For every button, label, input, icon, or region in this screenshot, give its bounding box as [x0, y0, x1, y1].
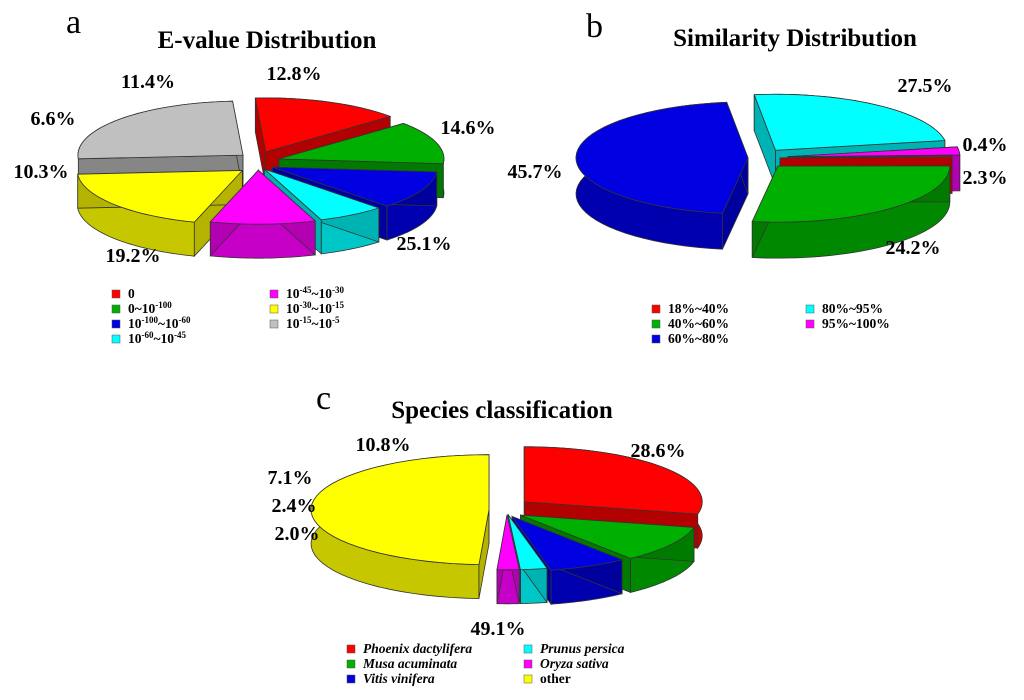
legend-label-a-5: 10-30~10-15: [286, 300, 345, 316]
legend-label-c-3: Prunus persica: [540, 641, 625, 656]
pct-label-c-2: 7.1%: [268, 467, 313, 489]
legend-label-a-6: 10-15~10-5: [286, 315, 340, 331]
pct-label-a-0: 14.6%: [441, 117, 496, 139]
legend-swatch-c-0: [346, 644, 356, 654]
pct-label-a-5: 19.2%: [106, 245, 161, 267]
legend-swatch-c-4: [523, 659, 533, 669]
legend-swatch-c-1: [346, 659, 356, 669]
pie-slice-b-2: [575, 101, 749, 250]
legend-label-a-0: 0: [128, 286, 135, 301]
legend-label-a-3: 10-60~10-45: [128, 330, 187, 346]
pct-label-a-3: 6.6%: [31, 108, 76, 130]
pct-label-b-1: 27.5%: [898, 75, 953, 97]
chart-title-c: Species classification: [391, 397, 613, 424]
legend-b: 18%~40%40%~60%60%~80% 80%~95%95%~100%: [651, 301, 890, 346]
legend-swatch-c-2: [346, 674, 356, 684]
pct-label-c-4: 2.0%: [275, 523, 320, 545]
labels-a: 14.6% 12.8% 11.4% 6.6% 10.3% 19.2% 25.1%: [14, 63, 496, 267]
pct-label-c-5: 49.1%: [471, 618, 526, 640]
legend-swatch-b-4: [805, 319, 815, 329]
pct-label-b-4: 2.3%: [963, 167, 1008, 189]
legend-label-a-2: 10-100~10-60: [128, 315, 191, 331]
legend-swatch-b-0: [651, 304, 661, 314]
labels-c: 28.6% 10.8% 7.1% 2.4% 2.0% 49.1%: [268, 434, 686, 640]
legend-swatch-b-3: [805, 304, 815, 314]
legend-label-c-5: other: [540, 671, 571, 686]
pct-label-c-0: 28.6%: [631, 440, 686, 462]
pct-label-b-0: 0.4%: [963, 134, 1008, 156]
legend-swatch-a-1: [111, 304, 121, 314]
chart-title-a: E-value Distribution: [158, 27, 377, 54]
labels-b: 0.4% 27.5% 45.7% 24.2% 2.3%: [508, 75, 1008, 259]
pie-slice-c-5: [310, 454, 490, 600]
legend-swatch-b-2: [651, 334, 661, 344]
legend-label-a-1: 0~10-100: [128, 300, 172, 316]
pct-label-c-1: 10.8%: [356, 434, 411, 456]
legend-label-b-0: 18%~40%: [668, 301, 729, 316]
pct-label-a-1: 12.8%: [267, 63, 322, 85]
legend-label-b-3: 80%~95%: [822, 301, 883, 316]
legend-swatch-a-2: [111, 319, 121, 329]
pie-slice-c-4: [496, 514, 520, 605]
legend-swatch-b-1: [651, 319, 661, 329]
legend-label-c-0: Phoenix dactylifera: [363, 641, 472, 656]
legend-label-a-4: 10-45~10-30: [286, 285, 345, 301]
legend-swatch-a-5: [269, 304, 279, 314]
panel-b: b Similarity Distribution 0.4% 27.5% 45.7%…: [508, 8, 1008, 346]
panel-c: c Species classification 28.6%10.8%7.1%2…: [268, 380, 703, 686]
legend-label-c-1: Musa acuminata: [362, 656, 457, 671]
panel-letter-b: b: [586, 8, 603, 45]
legend-swatch-a-4: [269, 289, 279, 299]
pct-label-a-4: 10.3%: [14, 161, 69, 183]
pie-slice-a-4: [209, 169, 317, 259]
pct-label-b-3: 24.2%: [886, 237, 941, 259]
pct-label-a-6: 25.1%: [397, 233, 452, 255]
pie-a: [77, 97, 445, 259]
legend-label-b-4: 95%~100%: [822, 316, 890, 331]
pie-slice-c-3: [507, 513, 548, 605]
pie-b: [575, 93, 961, 259]
panel-letter-c: c: [316, 380, 331, 417]
chart-title-b: Similarity Distribution: [673, 25, 917, 52]
legend-label-c-4: Oryza sativa: [540, 656, 609, 671]
legend-label-c-2: Vitis vinifera: [363, 671, 435, 686]
pie-c: [310, 446, 703, 606]
pct-label-c-3: 2.4%: [272, 495, 317, 517]
legend-swatch-a-3: [111, 334, 121, 344]
legend-swatch-c-5: [523, 674, 533, 684]
pct-label-a-2: 11.4%: [121, 71, 175, 93]
panel-a: a E-value Distribution 14.6% 12.8% 11.4% 6.…: [14, 4, 496, 346]
legend-label-b-1: 40%~60%: [668, 316, 729, 331]
legend-swatch-c-3: [523, 644, 533, 654]
legend-swatch-a-6: [269, 319, 279, 329]
pct-label-b-2: 45.7%: [508, 161, 563, 183]
pie-slice-b-1: [751, 165, 951, 259]
legend-label-b-2: 60%~80%: [668, 331, 729, 346]
panel-letter-a: a: [66, 4, 81, 41]
legend-swatch-a-0: [111, 289, 121, 299]
